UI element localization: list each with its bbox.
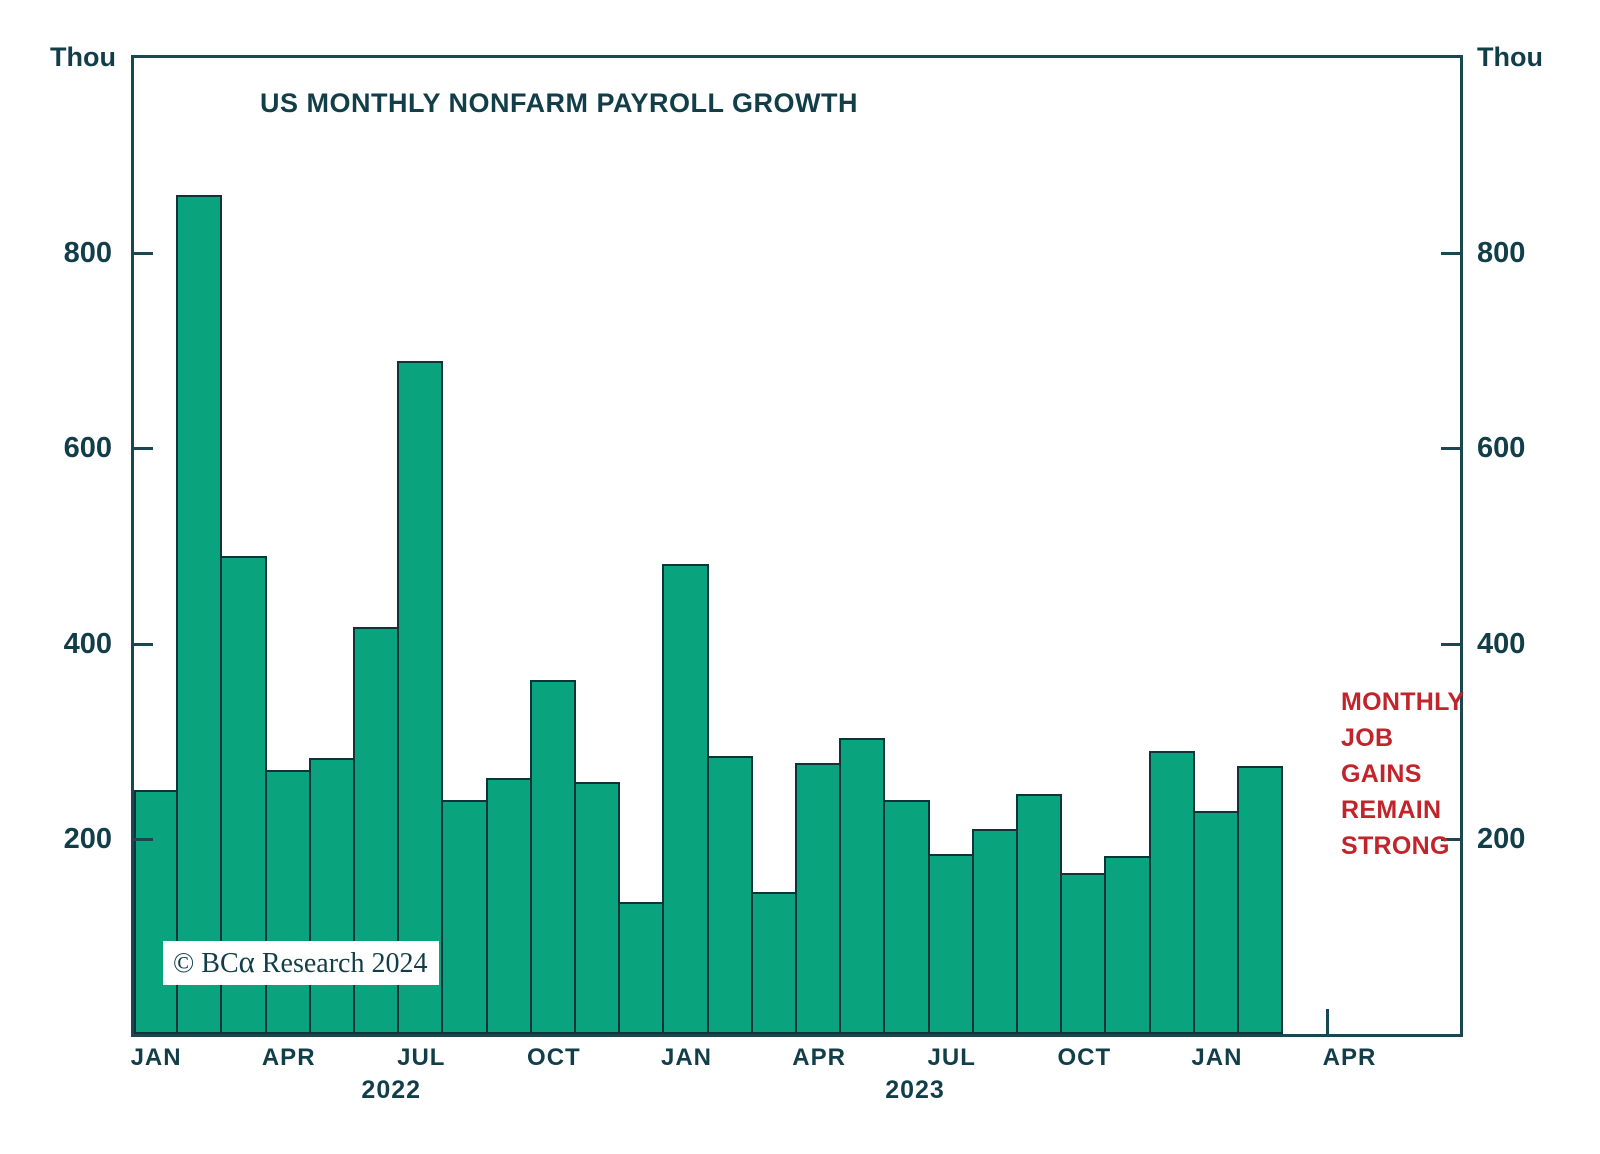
x-tick-label-jan-12: JAN bbox=[660, 1044, 713, 1071]
bar-may-2022 bbox=[308, 757, 355, 1034]
plot-area: MONTHLY JOB GAINS REMAIN STRONG bbox=[131, 55, 1464, 1037]
y-tick-label-left-200: 200 bbox=[63, 822, 112, 855]
bar-mar-2023 bbox=[750, 891, 797, 1034]
year-label-2022: 2022 bbox=[361, 1076, 422, 1104]
annotation-line: STRONG bbox=[1341, 832, 1450, 860]
annotation-line: MONTHLY JOB bbox=[1341, 688, 1464, 752]
x-tick-label-oct-21: OCT bbox=[1057, 1044, 1112, 1071]
y-tick-label-right-600: 600 bbox=[1477, 432, 1526, 465]
bar-jan-2023 bbox=[662, 563, 709, 1034]
bar-nov-2023 bbox=[1104, 856, 1151, 1034]
chart-title: US MONTHLY NONFARM PAYROLL GROWTH bbox=[260, 88, 859, 118]
y-axis-unit-label-left: Thou bbox=[50, 42, 116, 72]
bar-aug-2023 bbox=[971, 829, 1018, 1034]
y-tick-right-600 bbox=[1441, 447, 1460, 451]
bar-jan-2022 bbox=[134, 790, 179, 1034]
bar-dec-2023 bbox=[1148, 750, 1195, 1034]
bar-jun-2023 bbox=[883, 799, 930, 1034]
bar-oct-2022 bbox=[529, 679, 576, 1034]
annotation-monthly-job-gains: MONTHLY JOB GAINS REMAIN STRONG bbox=[1341, 684, 1464, 864]
year-label-2023: 2023 bbox=[885, 1076, 945, 1104]
x-tick-label-apr-15: APR bbox=[792, 1044, 846, 1071]
watermark-prefix: © BC bbox=[173, 948, 239, 979]
bar-jul-2022 bbox=[397, 360, 444, 1034]
y-tick-left-600 bbox=[134, 447, 153, 451]
bar-sep-2022 bbox=[485, 778, 532, 1034]
bar-feb-2024 bbox=[1237, 765, 1284, 1034]
watermark-alpha-glyph: α bbox=[238, 944, 255, 979]
y-tick-label-right-200: 200 bbox=[1477, 822, 1526, 855]
y-tick-right-800 bbox=[1441, 252, 1460, 256]
bar-jan-2024 bbox=[1192, 810, 1239, 1034]
bar-apr-2022 bbox=[264, 770, 311, 1034]
y-tick-right-200 bbox=[1441, 837, 1460, 841]
bar-nov-2022 bbox=[574, 782, 621, 1034]
y-tick-label-left-600: 600 bbox=[63, 432, 112, 465]
y-tick-label-right-800: 800 bbox=[1477, 237, 1526, 270]
bar-jul-2023 bbox=[927, 854, 974, 1034]
y-tick-label-right-400: 400 bbox=[1477, 627, 1526, 660]
x-tick-label-jan-0: JAN bbox=[130, 1044, 182, 1071]
bar-dec-2022 bbox=[618, 902, 665, 1034]
y-tick-label-left-400: 400 bbox=[63, 627, 112, 660]
x-tick-label-apr-3: APR bbox=[261, 1044, 316, 1071]
bar-feb-2023 bbox=[706, 755, 753, 1034]
bar-aug-2022 bbox=[441, 799, 488, 1034]
x-tick-quarter-boundary bbox=[1326, 1009, 1330, 1034]
bar-sep-2023 bbox=[1016, 793, 1063, 1034]
annotation-line: GAINS REMAIN bbox=[1341, 760, 1442, 824]
bar-oct-2023 bbox=[1060, 872, 1107, 1034]
bar-may-2023 bbox=[839, 738, 886, 1034]
x-tick-label-apr-27: APR bbox=[1322, 1044, 1377, 1071]
bar-apr-2023 bbox=[795, 762, 842, 1034]
x-tick-label-oct-9: OCT bbox=[527, 1044, 581, 1071]
y-tick-left-400 bbox=[134, 642, 153, 646]
bca-research-watermark: © BCα Research 2024 bbox=[163, 941, 440, 985]
y-tick-left-200 bbox=[134, 837, 153, 841]
y-axis-unit-label-right: Thou bbox=[1477, 42, 1543, 72]
x-tick-label-jul-18: JUL bbox=[927, 1044, 976, 1071]
y-tick-left-800 bbox=[134, 252, 153, 256]
bar-feb-2022 bbox=[176, 194, 223, 1034]
watermark-suffix: Research 2024 bbox=[254, 948, 428, 979]
x-tick-label-jan-24: JAN bbox=[1191, 1044, 1243, 1071]
x-tick-label-jul-6: JUL bbox=[397, 1044, 446, 1071]
y-tick-right-400 bbox=[1441, 642, 1460, 646]
y-tick-label-left-800: 800 bbox=[63, 237, 112, 270]
